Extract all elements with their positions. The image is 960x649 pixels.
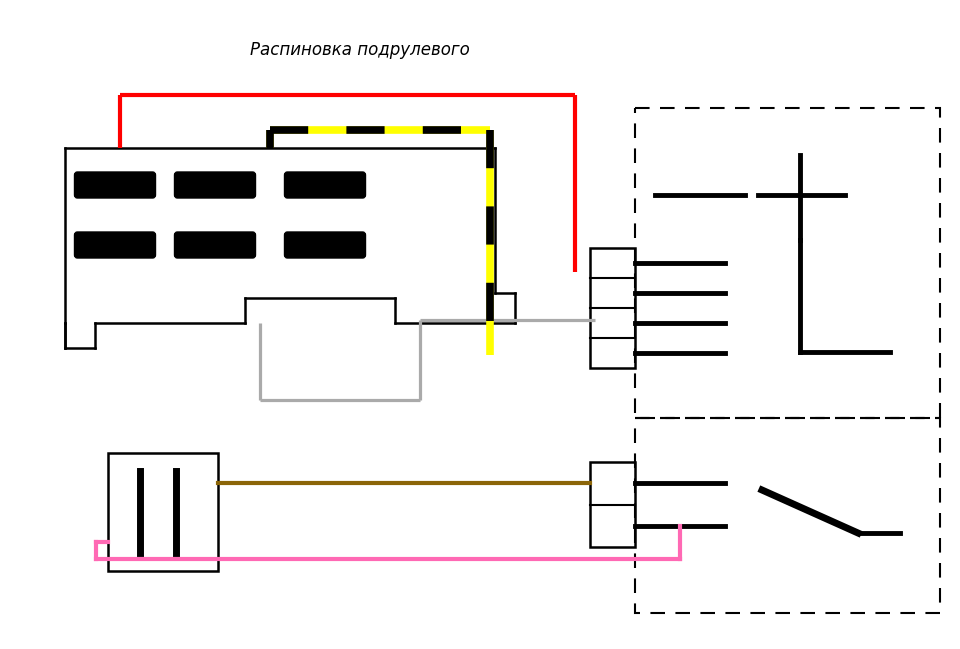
FancyBboxPatch shape <box>175 232 255 258</box>
FancyBboxPatch shape <box>284 172 366 198</box>
FancyBboxPatch shape <box>284 232 366 258</box>
Bar <box>635 418 940 613</box>
Bar <box>590 462 635 547</box>
Bar <box>108 453 218 571</box>
Bar <box>590 248 635 368</box>
FancyBboxPatch shape <box>75 172 156 198</box>
FancyBboxPatch shape <box>175 172 255 198</box>
FancyBboxPatch shape <box>75 232 156 258</box>
Text: Распиновка подрулевого: Распиновка подрулевого <box>251 41 469 59</box>
Bar <box>635 108 940 418</box>
